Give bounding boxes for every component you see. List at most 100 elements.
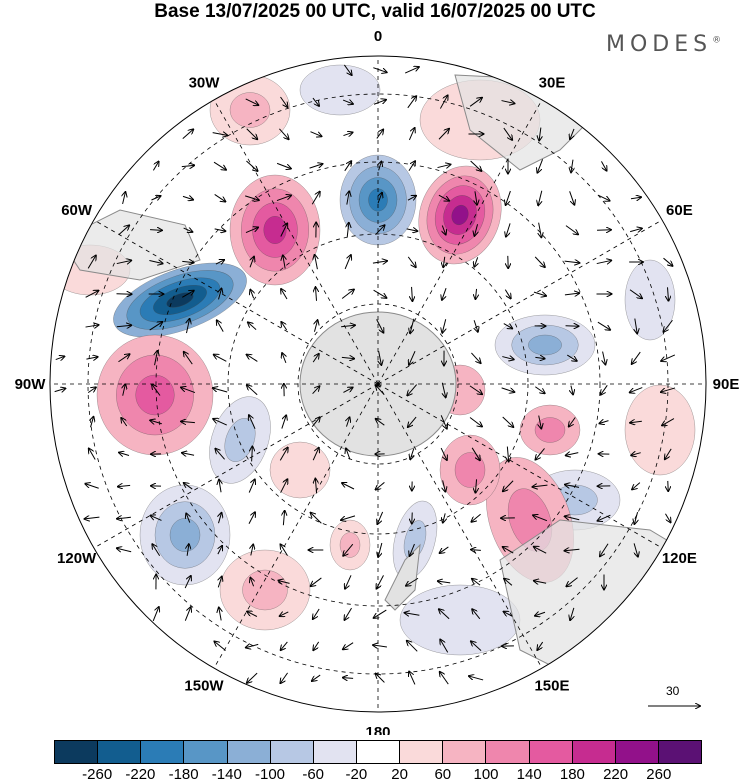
wind-arrow bbox=[249, 415, 256, 429]
longitude-label: 180 bbox=[365, 724, 390, 735]
wind-arrow bbox=[409, 350, 416, 365]
wind-arrow bbox=[442, 225, 445, 235]
wind-arrow bbox=[474, 224, 477, 236]
wind-arrow bbox=[533, 292, 546, 296]
wind-arrow bbox=[470, 160, 482, 171]
wind-arrow bbox=[343, 642, 354, 650]
wind-arrow bbox=[443, 513, 445, 522]
anomaly-region bbox=[624, 259, 676, 341]
wind-arrow bbox=[535, 386, 544, 393]
wind-arrow bbox=[442, 287, 447, 300]
wind-arrow bbox=[183, 228, 193, 232]
wind-arrow bbox=[312, 674, 321, 681]
wind-arrow bbox=[634, 511, 637, 524]
anomaly-region bbox=[439, 434, 501, 506]
new-zealand bbox=[384, 543, 421, 611]
wind-arrow bbox=[343, 64, 351, 75]
wind-arrow bbox=[407, 96, 416, 109]
wind-arrow bbox=[506, 190, 511, 205]
wind-arrow bbox=[410, 543, 415, 556]
wind-arrow bbox=[412, 286, 413, 301]
wind-arrow bbox=[245, 98, 259, 105]
wind-arrow bbox=[373, 100, 386, 105]
wind-arrow bbox=[404, 67, 419, 74]
wind-arrow bbox=[151, 516, 162, 521]
wind-arrow bbox=[149, 322, 163, 331]
wind-arrow bbox=[471, 513, 481, 522]
wind-arrow bbox=[538, 190, 542, 206]
map-boundary bbox=[49, 55, 707, 713]
wind-arrow bbox=[474, 257, 477, 266]
wind-arrow bbox=[570, 128, 574, 139]
wind-arrow bbox=[600, 543, 609, 556]
wind-arrow bbox=[55, 356, 65, 359]
wind-arrow bbox=[85, 291, 99, 298]
wind-arrow bbox=[472, 579, 481, 586]
wind-arrow bbox=[504, 612, 513, 617]
wind-arrow bbox=[214, 229, 226, 231]
colorbar-tick-label: 60 bbox=[434, 766, 452, 783]
wind-arrow bbox=[312, 97, 319, 106]
wind-arrow bbox=[341, 515, 356, 520]
wind-arrow bbox=[341, 357, 354, 358]
wind-vectors bbox=[54, 64, 676, 685]
wind-arrow bbox=[85, 484, 99, 489]
wind-arrow bbox=[375, 225, 384, 236]
wind-arrow bbox=[410, 318, 415, 333]
colorbar-swatch bbox=[658, 741, 702, 763]
wind-arrow bbox=[281, 415, 286, 429]
wind-arrow bbox=[378, 542, 382, 557]
wind-arrow bbox=[566, 453, 579, 456]
wind-arrow bbox=[503, 547, 514, 554]
wind-arrow bbox=[184, 607, 190, 621]
wind-arrow bbox=[376, 319, 384, 332]
anomaly-region bbox=[229, 174, 321, 286]
wind-arrow bbox=[86, 357, 97, 359]
wind-arrow bbox=[186, 319, 189, 334]
wind-arrow bbox=[184, 352, 193, 365]
wind-arrow bbox=[601, 161, 606, 170]
wind-arrow bbox=[219, 480, 221, 493]
colorbar-tick-label: 180 bbox=[559, 766, 585, 783]
wind-arrow bbox=[471, 352, 480, 363]
wind-arrow bbox=[181, 387, 196, 394]
wind-arrow bbox=[311, 192, 320, 205]
colorbar-swatch bbox=[184, 741, 228, 763]
wind-arrow bbox=[475, 288, 476, 299]
wind-arrow bbox=[252, 447, 253, 462]
wind-arrow bbox=[632, 351, 641, 364]
wind-arrow bbox=[629, 289, 642, 299]
wind-arrow bbox=[309, 164, 323, 169]
wind-arrow bbox=[407, 384, 418, 396]
wind-arrow bbox=[408, 161, 415, 172]
wind-arrow bbox=[248, 322, 257, 330]
reference-vector: 30 bbox=[648, 684, 702, 714]
wind-arrow bbox=[182, 129, 193, 139]
wind-arrow bbox=[118, 485, 131, 486]
longitude-label: 30E bbox=[539, 75, 566, 92]
wind-arrow bbox=[565, 485, 580, 488]
wind-arrow bbox=[503, 323, 512, 329]
wind-arrow bbox=[442, 382, 445, 398]
wind-arrow bbox=[373, 67, 386, 73]
wind-arrow bbox=[280, 612, 289, 616]
wind-arrow bbox=[535, 357, 544, 358]
longitude-label: 60W bbox=[61, 202, 93, 219]
wind-arrow bbox=[438, 129, 449, 140]
colorbar-tick-label: 100 bbox=[473, 766, 499, 783]
anomaly-region bbox=[494, 314, 596, 376]
wind-arrow bbox=[406, 229, 418, 231]
wind-arrow bbox=[213, 161, 226, 170]
colorbar-tick-label: 260 bbox=[646, 766, 672, 783]
wind-arrow bbox=[313, 608, 320, 619]
wind-arrow bbox=[474, 320, 478, 331]
wind-arrow bbox=[662, 418, 675, 426]
wind-arrow bbox=[630, 387, 643, 393]
wind-arrow bbox=[439, 609, 450, 620]
wind-arrow bbox=[315, 255, 318, 270]
colorbar-swatch bbox=[55, 741, 99, 763]
wind-arrow bbox=[475, 479, 476, 492]
wind-arrow bbox=[376, 482, 385, 489]
colorbar-swatch bbox=[615, 741, 659, 763]
wind-arrow bbox=[182, 453, 195, 455]
